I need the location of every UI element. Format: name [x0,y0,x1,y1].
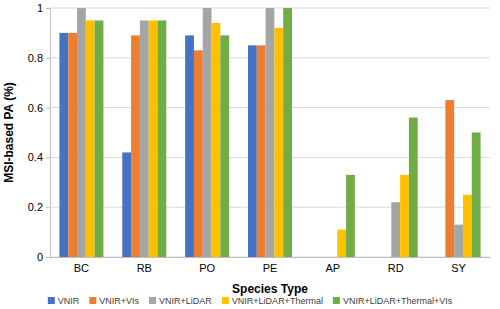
legend-swatch [333,297,340,304]
bar [86,20,95,257]
y-tick: 0.6 [28,102,50,114]
bar [328,257,337,258]
bar [212,23,221,257]
bar [59,33,68,257]
legend-item: VNIR+VIs [89,296,139,306]
x-tick: AP [326,262,341,274]
bar [463,195,472,257]
bar [203,8,212,257]
y-tick-label: 0.6 [28,102,43,114]
y-tick-label: 0.4 [28,151,43,163]
x-tick: BC [74,262,89,274]
y-tick-mark [46,108,50,109]
legend-swatch [48,297,55,304]
bar [454,225,463,257]
y-axis-title: MSI-based PA (%) [2,82,16,183]
grid [50,8,490,257]
legend-swatch [89,297,96,304]
x-tick-label: SY [451,262,466,274]
y-tick-mark [46,157,50,158]
legend-label: VNIR+LiDAR [159,296,212,306]
y-tick-label: 0.2 [28,201,43,213]
y-tick-label: 1 [37,2,43,14]
bar [383,257,392,258]
legend-swatch [149,297,156,304]
bar [157,20,166,257]
bar [185,35,194,257]
legend-swatch [222,297,229,304]
y-tick-mark [46,58,50,59]
x-axis: BC RB PO PE AP RD SY [51,258,491,274]
y-tick: 1 [37,2,50,14]
x-tick: SY [451,262,466,274]
legend-item: VNIR+LiDAR [149,296,212,306]
chart: 0 0.2 0.4 0.6 0.8 1 BC RB PO PE AP RD SY Species Type… [0,0,500,309]
x-tick-label: PE [263,262,278,274]
x-axis-line [51,257,491,258]
bar [266,8,275,257]
x-tick-label: PO [199,262,215,274]
bar [194,50,203,257]
legend-item: VNIR+LiDAR+Thermal+VIs [333,296,453,306]
legend-label: VNIR [58,296,80,306]
bar [409,118,418,257]
y-tick: 0.4 [28,151,50,163]
y-tick-label: 0 [37,251,43,263]
bar [311,257,320,258]
bar [274,28,283,257]
legend-item: VNIR+LiDAR+Thermal [222,296,323,306]
x-tick-label: BC [74,262,89,274]
bar [472,133,481,258]
x-tick-label: RD [388,262,404,274]
bar [95,20,104,257]
bar [400,175,409,257]
bar [140,20,149,257]
bar [346,175,355,257]
x-axis-title: Species Type [232,282,308,296]
bar [122,152,131,257]
legend-item: VNIR [48,296,80,306]
x-tick-label: AP [326,262,341,274]
bar [220,35,229,257]
y-axis-line [46,9,51,258]
bar [77,8,86,257]
legend-label: VNIR+VIs [99,296,139,306]
y-tick-mark [46,8,50,9]
plot-area: 0 0.2 0.4 0.6 0.8 1 BC RB PO PE AP RD SY [28,2,491,274]
y-tick: 0.8 [28,52,50,64]
legend: VNIR VNIR+VIs VNIR+LiDAR VNIR+LiDAR+Thermal… [48,296,453,306]
x-tick-label: RB [137,262,152,274]
bar [374,257,383,258]
bar [337,230,346,257]
legend-label: VNIR+LiDAR+Thermal [232,296,323,306]
y-tick: 0 [37,251,50,263]
y-axis: 0 0.2 0.4 0.6 0.8 1 [28,2,51,263]
x-tick: PE [263,262,278,274]
y-tick-mark [46,207,50,208]
bar [131,35,140,257]
bar [257,45,266,257]
y-tick-label: 0.8 [28,52,43,64]
bar [445,100,454,257]
bar [320,257,329,258]
bars [59,8,480,257]
y-tick-mark [46,257,50,258]
bar [149,20,158,257]
legend-label: VNIR+LiDAR+Thermal+VIs [343,296,453,306]
x-tick: RB [137,262,152,274]
y-tick: 0.2 [28,201,50,213]
bar [248,45,257,257]
bar [391,202,400,257]
bar [283,8,292,257]
x-tick: PO [199,262,215,274]
bar [437,257,446,258]
bar [68,33,77,257]
x-tick: RD [388,262,404,274]
